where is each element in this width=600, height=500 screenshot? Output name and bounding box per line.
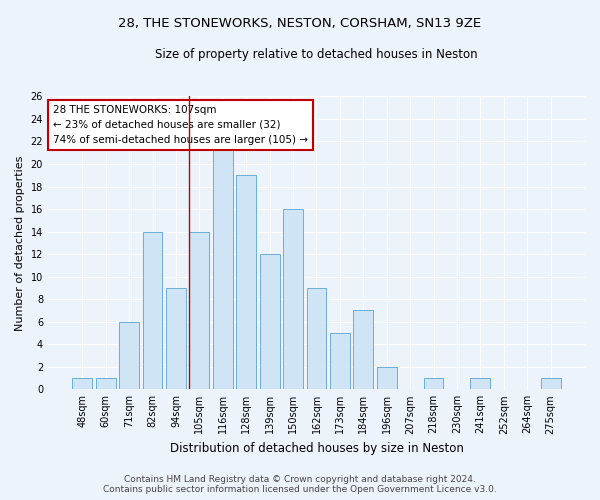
Bar (283, 209, 303, 390)
Bar (73, 378, 92, 390)
Bar (353, 310, 373, 390)
Bar (190, 232, 209, 390)
Bar (470, 378, 490, 390)
Bar (260, 254, 280, 390)
X-axis label: Distribution of detached houses by size in Neston: Distribution of detached houses by size … (170, 442, 463, 455)
Bar (424, 378, 443, 390)
Bar (213, 142, 233, 390)
Bar (236, 176, 256, 390)
Text: 28 THE STONEWORKS: 107sqm
← 23% of detached houses are smaller (32)
74% of semi-: 28 THE STONEWORKS: 107sqm ← 23% of detac… (53, 105, 308, 145)
Text: Contains public sector information licensed under the Open Government Licence v3: Contains public sector information licen… (103, 485, 497, 494)
Title: Size of property relative to detached houses in Neston: Size of property relative to detached ho… (155, 48, 478, 60)
Bar (143, 232, 163, 390)
Bar (307, 288, 326, 390)
Bar (119, 322, 139, 390)
Y-axis label: Number of detached properties: Number of detached properties (15, 155, 25, 330)
Bar (541, 378, 560, 390)
Bar (377, 367, 397, 390)
Bar (96, 378, 116, 390)
Bar (166, 288, 186, 390)
Text: Contains HM Land Registry data © Crown copyright and database right 2024.: Contains HM Land Registry data © Crown c… (124, 475, 476, 484)
Bar (330, 333, 350, 390)
Text: 28, THE STONEWORKS, NESTON, CORSHAM, SN13 9ZE: 28, THE STONEWORKS, NESTON, CORSHAM, SN1… (118, 18, 482, 30)
